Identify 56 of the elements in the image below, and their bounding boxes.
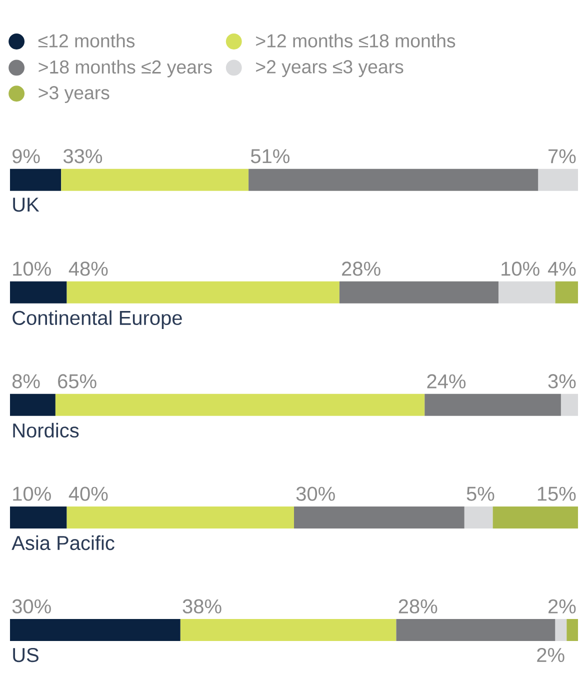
data-label: 28% — [342, 262, 380, 276]
bar — [339, 281, 498, 304]
data-label: 10% — [502, 262, 540, 276]
data-label: 24% — [427, 374, 466, 388]
legend-label: >3 years — [38, 86, 110, 104]
data-label: 5% — [466, 486, 494, 501]
bar — [66, 281, 340, 304]
bar — [55, 394, 425, 416]
bar — [566, 619, 578, 642]
data-label: 48% — [68, 262, 108, 276]
data-label: 10% — [13, 262, 51, 276]
data-label: 2% — [537, 648, 564, 662]
data-label: 4% — [548, 262, 576, 276]
data-label: 65% — [58, 374, 96, 388]
data-label: 38% — [182, 599, 222, 614]
data-label: 33% — [63, 149, 102, 164]
data-label: 10% — [13, 486, 51, 501]
data-label: 30% — [296, 486, 335, 501]
y-tick-label: US — [13, 648, 38, 662]
bar — [464, 506, 493, 528]
bar — [492, 506, 578, 528]
bar — [180, 619, 396, 642]
bar — [424, 394, 561, 416]
data-label: 40% — [68, 486, 108, 501]
y-tick-label: Asia Pacific — [12, 535, 114, 550]
legend-label: >2 years ≤3 years — [256, 60, 404, 78]
bar — [10, 281, 67, 304]
y-tick-label: Continental Europe — [12, 310, 182, 329]
bar — [538, 168, 578, 191]
y-tick-label: UK — [13, 198, 40, 212]
y-tick-label: Nordics — [13, 422, 79, 438]
bar — [61, 168, 249, 191]
data-label: 8% — [12, 374, 40, 388]
bar — [10, 506, 67, 528]
data-label: 51% — [250, 149, 290, 164]
bar — [555, 281, 578, 304]
legend-label: >12 months ≤18 months — [256, 34, 456, 48]
bar — [396, 619, 556, 642]
bar — [498, 281, 556, 304]
bar — [10, 619, 180, 642]
data-label: 28% — [398, 599, 438, 614]
bar — [294, 506, 464, 528]
data-label: 3% — [548, 374, 576, 388]
legend-label: ≤12 months — [38, 34, 135, 48]
legend-label: >18 months ≤2 years — [38, 60, 212, 78]
bar — [248, 168, 538, 191]
data-label: 15% — [538, 486, 576, 501]
data-label: 2% — [548, 599, 576, 614]
bar — [10, 168, 62, 191]
data-label: 7% — [548, 149, 576, 164]
data-label: 9% — [12, 149, 40, 164]
data-label: 30% — [12, 599, 51, 614]
bar — [10, 394, 56, 416]
bar — [555, 619, 567, 642]
bar — [66, 506, 294, 528]
bar — [560, 394, 578, 416]
